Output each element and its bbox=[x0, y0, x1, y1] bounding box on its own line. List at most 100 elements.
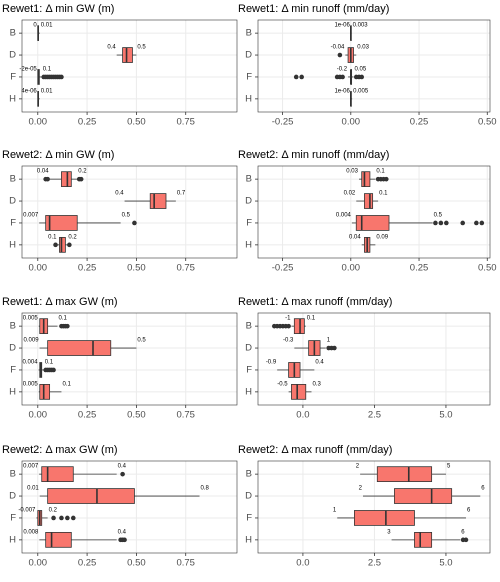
panel-background bbox=[22, 166, 237, 258]
high-label: 0.1 bbox=[59, 316, 68, 322]
high-label: 0.2 bbox=[78, 169, 87, 175]
outlier bbox=[332, 345, 337, 351]
low-label: 0.03 bbox=[346, 169, 358, 175]
box bbox=[47, 488, 135, 504]
x-tick-label: 5.0 bbox=[439, 410, 452, 421]
high-label: 0.1 bbox=[379, 191, 388, 197]
panel-border bbox=[257, 460, 491, 554]
outlier bbox=[59, 74, 64, 80]
high-label: 0.3 bbox=[312, 381, 321, 387]
outlier bbox=[45, 176, 50, 182]
x-tick-label: 0.00 bbox=[29, 117, 48, 128]
panel-title: Rewet1: Δ max GW (m) bbox=[2, 296, 118, 308]
x-tick-label: 0.00 bbox=[29, 263, 48, 274]
low-label: 0.005 bbox=[23, 381, 39, 387]
panel-title: Rewet2: Δ max GW (m) bbox=[2, 444, 118, 456]
y-tick-label: F bbox=[10, 364, 16, 375]
high-label: 0.5 bbox=[122, 213, 131, 219]
outlier bbox=[433, 220, 438, 226]
box bbox=[122, 47, 133, 63]
outlier bbox=[299, 74, 304, 80]
box bbox=[39, 384, 51, 400]
x-tick-label: 0.0 bbox=[296, 410, 309, 421]
high-label: 0.2 bbox=[49, 508, 58, 514]
panel-title: Rewet2: Δ min GW (m) bbox=[2, 149, 114, 161]
low-label: -0.3 bbox=[283, 338, 294, 344]
panel-border bbox=[21, 19, 238, 113]
low-label: 0.02 bbox=[344, 191, 356, 197]
x-tick-label: 0.25 bbox=[78, 117, 97, 128]
panel-background bbox=[22, 313, 237, 405]
x-tick-label: 0.25 bbox=[78, 263, 97, 274]
panel-border bbox=[257, 312, 491, 406]
high-label: 0.03 bbox=[357, 45, 369, 51]
high-label: 0.4 bbox=[118, 529, 127, 535]
outlier bbox=[438, 220, 444, 226]
box bbox=[414, 532, 433, 548]
high-label: 0.1 bbox=[62, 381, 71, 387]
y-tick-label: B bbox=[10, 321, 16, 332]
low-label: 0.004 bbox=[336, 213, 352, 219]
low-label: 3 bbox=[387, 529, 391, 535]
x-tick-label: 0.25 bbox=[78, 410, 97, 421]
panel-title: Rewet1: Δ min GW (m) bbox=[2, 3, 114, 15]
low-label: 0.009 bbox=[24, 338, 40, 344]
y-tick-label: B bbox=[10, 28, 16, 39]
outlier bbox=[59, 515, 64, 521]
high-label: 0.8 bbox=[201, 486, 210, 492]
y-tick-label: B bbox=[10, 174, 16, 185]
x-tick-label: 2.5 bbox=[368, 558, 381, 569]
high-label: 0.005 bbox=[353, 88, 369, 94]
panel-background bbox=[258, 166, 490, 258]
box bbox=[361, 171, 371, 187]
y-tick-label: F bbox=[246, 512, 252, 523]
high-label: 0.1 bbox=[307, 316, 316, 322]
low-label: -2e-05 bbox=[19, 67, 37, 73]
high-label: 0.09 bbox=[376, 234, 388, 240]
y-tick-label: H bbox=[9, 93, 16, 104]
high-label: 5 bbox=[447, 464, 451, 470]
outlier bbox=[474, 220, 479, 226]
y-tick-label: H bbox=[9, 534, 16, 545]
high-label: 0.1 bbox=[376, 169, 385, 175]
low-label: 0.04 bbox=[37, 169, 49, 175]
outlier bbox=[460, 220, 466, 226]
x-tick-label: 0.50 bbox=[478, 263, 497, 274]
y-tick-label: F bbox=[246, 364, 252, 375]
x-tick-label: 0.75 bbox=[176, 263, 195, 274]
high-label: 0.01 bbox=[41, 88, 53, 94]
x-tick-label: 0.00 bbox=[342, 117, 361, 128]
panel-border bbox=[257, 165, 491, 259]
panel-border bbox=[21, 165, 238, 259]
x-tick-label: 5.0 bbox=[439, 558, 452, 569]
outlier bbox=[65, 515, 70, 521]
high-label: 6 bbox=[461, 529, 465, 535]
outlier bbox=[293, 74, 299, 80]
y-tick-label: B bbox=[246, 28, 252, 39]
high-label: 0.4 bbox=[118, 464, 127, 470]
y-tick-label: H bbox=[9, 386, 16, 397]
panel-title: Rewet2: Δ min runoff (mm/day) bbox=[238, 149, 389, 161]
outlier bbox=[383, 176, 389, 182]
y-tick-label: D bbox=[245, 343, 252, 354]
outlier bbox=[51, 367, 56, 373]
panel-title: Rewet1: Δ max runoff (mm/day) bbox=[238, 296, 392, 308]
low-label: -0.04 bbox=[331, 45, 345, 51]
x-tick-label: 0.75 bbox=[176, 117, 195, 128]
high-label: 0.5 bbox=[137, 338, 146, 344]
panel-title: Rewet2: Δ max runoff (mm/day) bbox=[238, 444, 392, 456]
low-label: 0.008 bbox=[23, 529, 39, 535]
outlier bbox=[286, 323, 291, 329]
low-label: 0.4 bbox=[115, 191, 124, 197]
box bbox=[45, 215, 78, 231]
high-label: 6 bbox=[481, 486, 485, 492]
high-label: 0.2 bbox=[68, 234, 77, 240]
high-label: 0.01 bbox=[41, 23, 53, 29]
y-tick-label: F bbox=[10, 512, 16, 523]
x-tick-label: 0.50 bbox=[127, 263, 146, 274]
x-tick-label: 0.50 bbox=[478, 117, 497, 128]
outlier bbox=[70, 515, 76, 521]
y-tick-label: D bbox=[245, 491, 252, 502]
high-label: 0.003 bbox=[353, 23, 369, 29]
